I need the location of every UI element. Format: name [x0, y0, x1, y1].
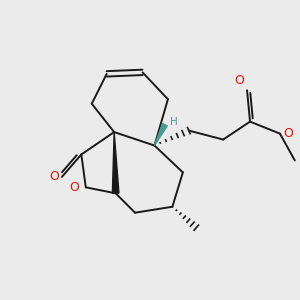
- Text: H: H: [170, 117, 178, 127]
- Text: O: O: [234, 74, 244, 87]
- Polygon shape: [154, 123, 167, 146]
- Text: O: O: [49, 170, 59, 183]
- Text: O: O: [283, 127, 293, 140]
- Text: O: O: [69, 181, 79, 194]
- Polygon shape: [112, 132, 119, 194]
